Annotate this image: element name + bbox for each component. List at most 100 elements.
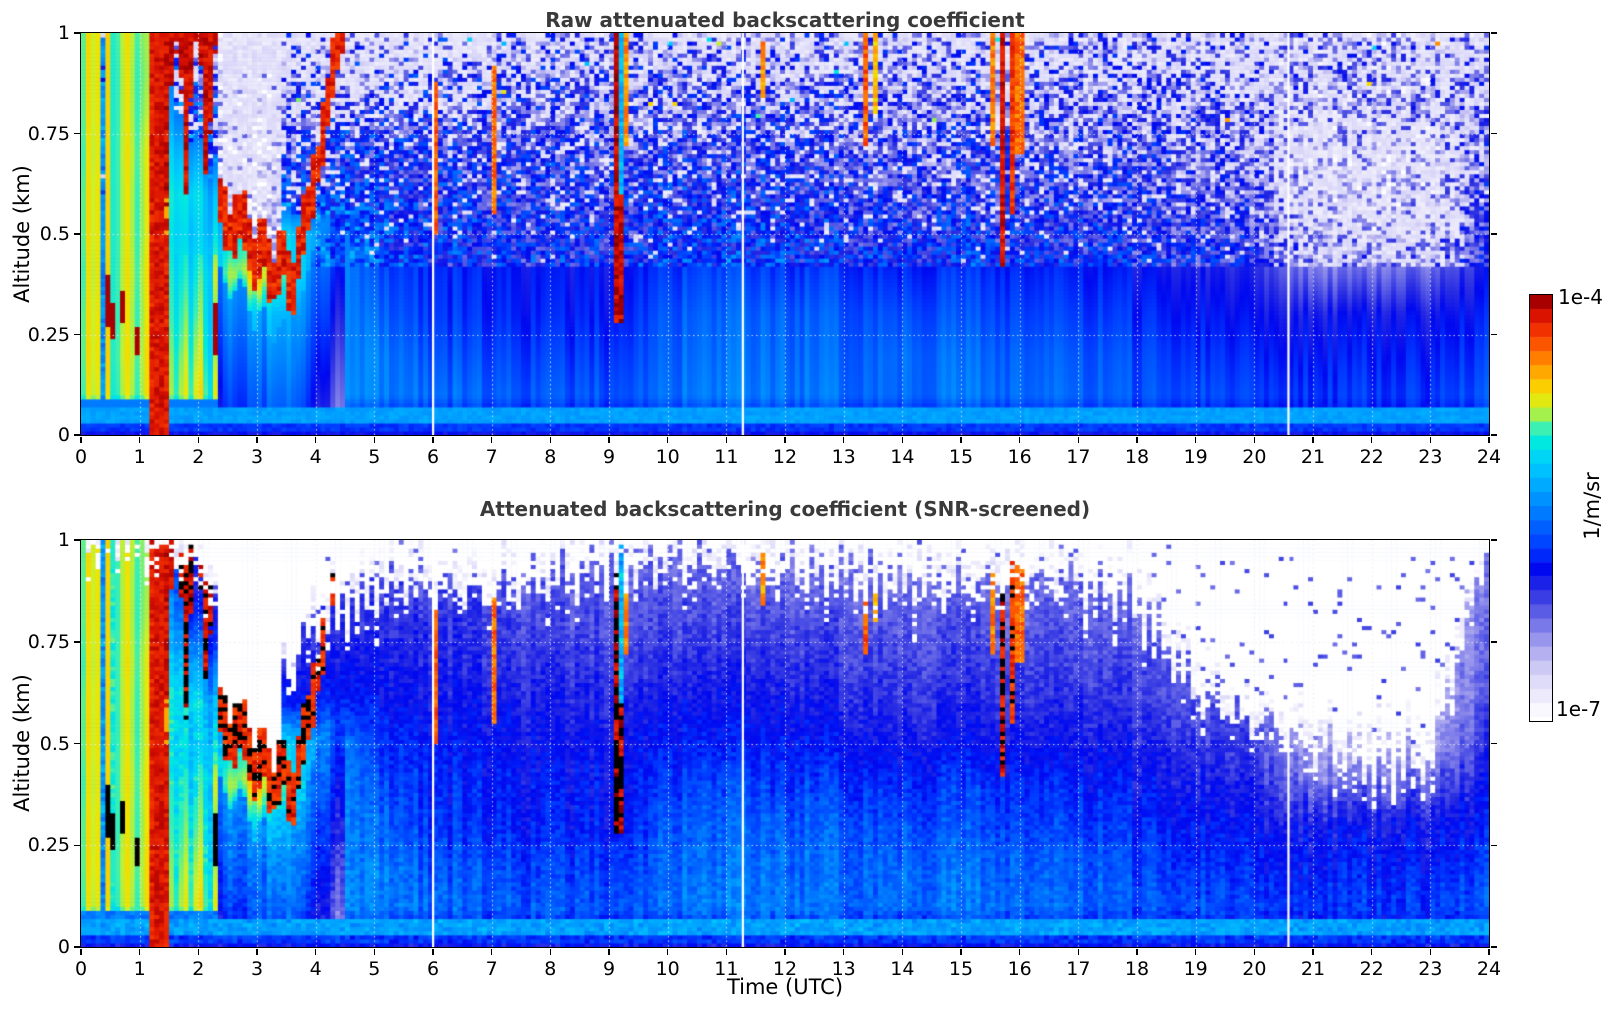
y-tick xyxy=(73,434,80,436)
x-tick-label: 19 xyxy=(1183,958,1208,980)
x-tick xyxy=(1253,948,1256,955)
x-tick-label: 8 xyxy=(544,446,557,468)
x-tick-label: 4 xyxy=(309,958,322,980)
y-tick xyxy=(73,742,80,745)
x-tick xyxy=(138,948,141,955)
x-tick-label: 5 xyxy=(368,958,381,980)
y-tick-label: 0.75 xyxy=(27,630,70,653)
x-tick-label: 10 xyxy=(655,958,680,980)
y-tick xyxy=(73,233,80,235)
x-tick xyxy=(784,436,786,443)
x-tick xyxy=(1077,948,1080,955)
x-tick xyxy=(1488,948,1490,955)
x-tick-label: 18 xyxy=(1124,446,1150,468)
colorbar-min-label: 1e-7 xyxy=(1556,697,1601,721)
x-tick-label: 15 xyxy=(948,446,974,468)
y-tick xyxy=(73,132,80,135)
x-tick-label: 11 xyxy=(714,446,739,468)
x-axis-label: Time (UTC) xyxy=(726,975,844,999)
x-tick-label: 4 xyxy=(309,446,322,468)
y-tick xyxy=(73,539,80,541)
x-tick xyxy=(1253,436,1256,443)
x-tick-label: 3 xyxy=(250,446,264,468)
x-tick xyxy=(314,436,317,443)
x-tick-label: 1 xyxy=(133,446,146,468)
colorbar-units-label: 1/m/sr xyxy=(1580,472,1604,540)
x-tick-label: 17 xyxy=(1066,958,1091,980)
x-tick-label: 16 xyxy=(1007,446,1032,468)
x-tick xyxy=(432,948,434,955)
x-tick xyxy=(1429,948,1432,955)
x-tick-label: 12 xyxy=(772,958,798,980)
x-tick xyxy=(373,948,376,955)
colorbar-max-label: 1e-4 xyxy=(1558,285,1603,309)
y-tick-right xyxy=(1490,32,1497,34)
x-tick xyxy=(549,948,552,955)
x-tick-label: 14 xyxy=(890,958,915,980)
y-tick-label: 0.5 xyxy=(39,223,70,245)
x-tick xyxy=(80,436,82,443)
x-tick xyxy=(666,948,669,955)
raw-backscatter-heatmap xyxy=(80,32,1489,435)
x-tick xyxy=(256,436,258,443)
x-tick xyxy=(432,436,434,443)
x-tick-label: 21 xyxy=(1300,446,1326,468)
y-tick xyxy=(73,333,80,336)
y-tick-right xyxy=(1490,641,1497,643)
x-tick xyxy=(1136,948,1138,955)
x-tick xyxy=(1312,948,1314,955)
x-tick xyxy=(1077,436,1080,443)
x-tick-label: 2 xyxy=(192,958,205,980)
x-tick xyxy=(608,436,610,443)
x-tick-label: 3 xyxy=(250,958,264,980)
x-tick-label: 9 xyxy=(602,958,616,980)
panel-1-plot-area xyxy=(79,31,1490,436)
y-tick-right xyxy=(1490,333,1497,336)
x-tick-label: 18 xyxy=(1124,958,1150,980)
x-tick xyxy=(373,436,376,443)
y-tick-label: 0.5 xyxy=(39,732,70,755)
y-tick-label: 0.25 xyxy=(27,323,70,346)
x-tick xyxy=(960,436,962,443)
x-tick xyxy=(1018,948,1021,955)
x-tick-label: 24 xyxy=(1476,446,1502,468)
y-tick-label: 0.25 xyxy=(27,834,70,857)
x-tick xyxy=(901,948,904,955)
y-tick xyxy=(73,946,80,948)
y-tick xyxy=(73,844,80,846)
screened-backscatter-heatmap xyxy=(80,539,1489,947)
x-tick-label: 19 xyxy=(1183,446,1208,468)
x-tick-label: 22 xyxy=(1359,958,1384,980)
x-tick-label: 7 xyxy=(485,446,498,468)
x-tick-label: 9 xyxy=(602,446,616,468)
x-tick-label: 13 xyxy=(831,958,856,980)
y-tick-right xyxy=(1490,233,1497,235)
x-tick xyxy=(842,436,845,443)
x-tick-label: 23 xyxy=(1418,446,1443,468)
y-tick xyxy=(73,641,80,643)
x-tick xyxy=(1136,436,1138,443)
x-tick-label: 15 xyxy=(948,958,974,980)
x-tick-label: 16 xyxy=(1007,958,1032,980)
y-tick-label: 1 xyxy=(57,529,70,551)
x-tick xyxy=(960,948,962,955)
x-tick xyxy=(197,436,200,443)
x-tick xyxy=(1194,436,1197,443)
x-tick xyxy=(1370,436,1373,443)
x-tick-label: 12 xyxy=(772,446,798,468)
x-tick xyxy=(138,436,141,443)
x-tick xyxy=(490,436,493,443)
x-tick xyxy=(1370,948,1373,955)
x-tick xyxy=(197,948,200,955)
x-tick xyxy=(725,948,728,955)
colorbar xyxy=(1529,294,1553,722)
x-tick-label: 22 xyxy=(1359,446,1384,468)
x-tick xyxy=(1488,436,1490,443)
x-tick-label: 24 xyxy=(1476,958,1502,980)
x-tick-label: 23 xyxy=(1418,958,1443,980)
x-tick xyxy=(549,436,552,443)
x-tick-label: 14 xyxy=(890,446,915,468)
x-tick xyxy=(784,948,786,955)
y-tick-label: 0.75 xyxy=(27,122,70,145)
panel-2-title: Attenuated backscattering coefficient (S… xyxy=(479,497,1091,521)
